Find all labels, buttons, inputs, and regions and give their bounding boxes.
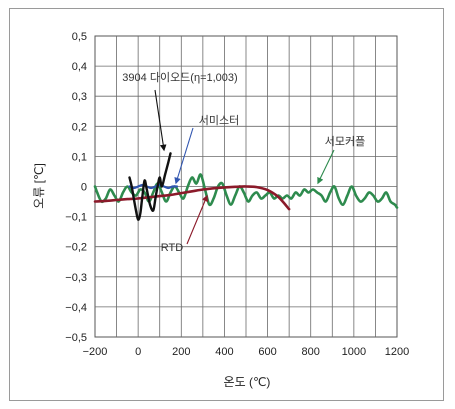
x-tick-label: 600: [258, 346, 276, 358]
y-tick-label: −0,2: [65, 242, 87, 254]
y-tick-label: 0,4: [72, 61, 87, 73]
annotation-arrow: [154, 89, 167, 152]
series-layer: [93, 152, 399, 221]
y-tick-label: −0,4: [65, 302, 87, 314]
y-tick-label: 0,5: [72, 31, 87, 43]
y-tick-label: −0,5: [65, 332, 87, 344]
x-tick-label: 0: [135, 346, 141, 358]
y-tick-label: 0: [81, 182, 87, 194]
series-line-2: [128, 183, 179, 190]
annotation-arrow: [317, 149, 335, 185]
annotation-label: 서모커플: [325, 135, 365, 148]
series-line-1: [93, 185, 291, 211]
annotation-arrow: [186, 194, 209, 245]
x-tick-label: 800: [302, 346, 320, 358]
annotation-arrow: [174, 127, 194, 185]
x-tick-label: 1000: [342, 346, 366, 358]
x-axis-label: 온도 (℃): [224, 375, 271, 389]
annotation-label: RTD: [161, 242, 183, 254]
chart-frame: [9, 8, 444, 401]
annotation-label: 서미스터: [199, 114, 239, 127]
tick-labels: 0,5 0,4 0,3 0,2 0,1 0 −0,1 −0,2 −0,3 −0,4 −0,5 −200…: [65, 31, 409, 358]
x-tick-label: −200: [83, 346, 108, 358]
y-tick-label: 0,1: [72, 151, 87, 163]
y-tick-label: −0,1: [65, 212, 87, 224]
annotation-label: 3904 다이오드(η=1,003): [122, 71, 237, 84]
y-tick-label: 0,2: [72, 121, 87, 133]
y-tick-label: 0,3: [72, 91, 87, 103]
y-tick-label: −0,3: [65, 272, 87, 284]
series-line-3: [128, 152, 172, 221]
y-axis-label: 오류 [℃]: [32, 163, 46, 209]
x-tick-label: 400: [215, 346, 233, 358]
series-line-0: [93, 173, 399, 209]
x-tick-label: 1200: [385, 346, 409, 358]
x-tick-label: 200: [172, 346, 190, 358]
